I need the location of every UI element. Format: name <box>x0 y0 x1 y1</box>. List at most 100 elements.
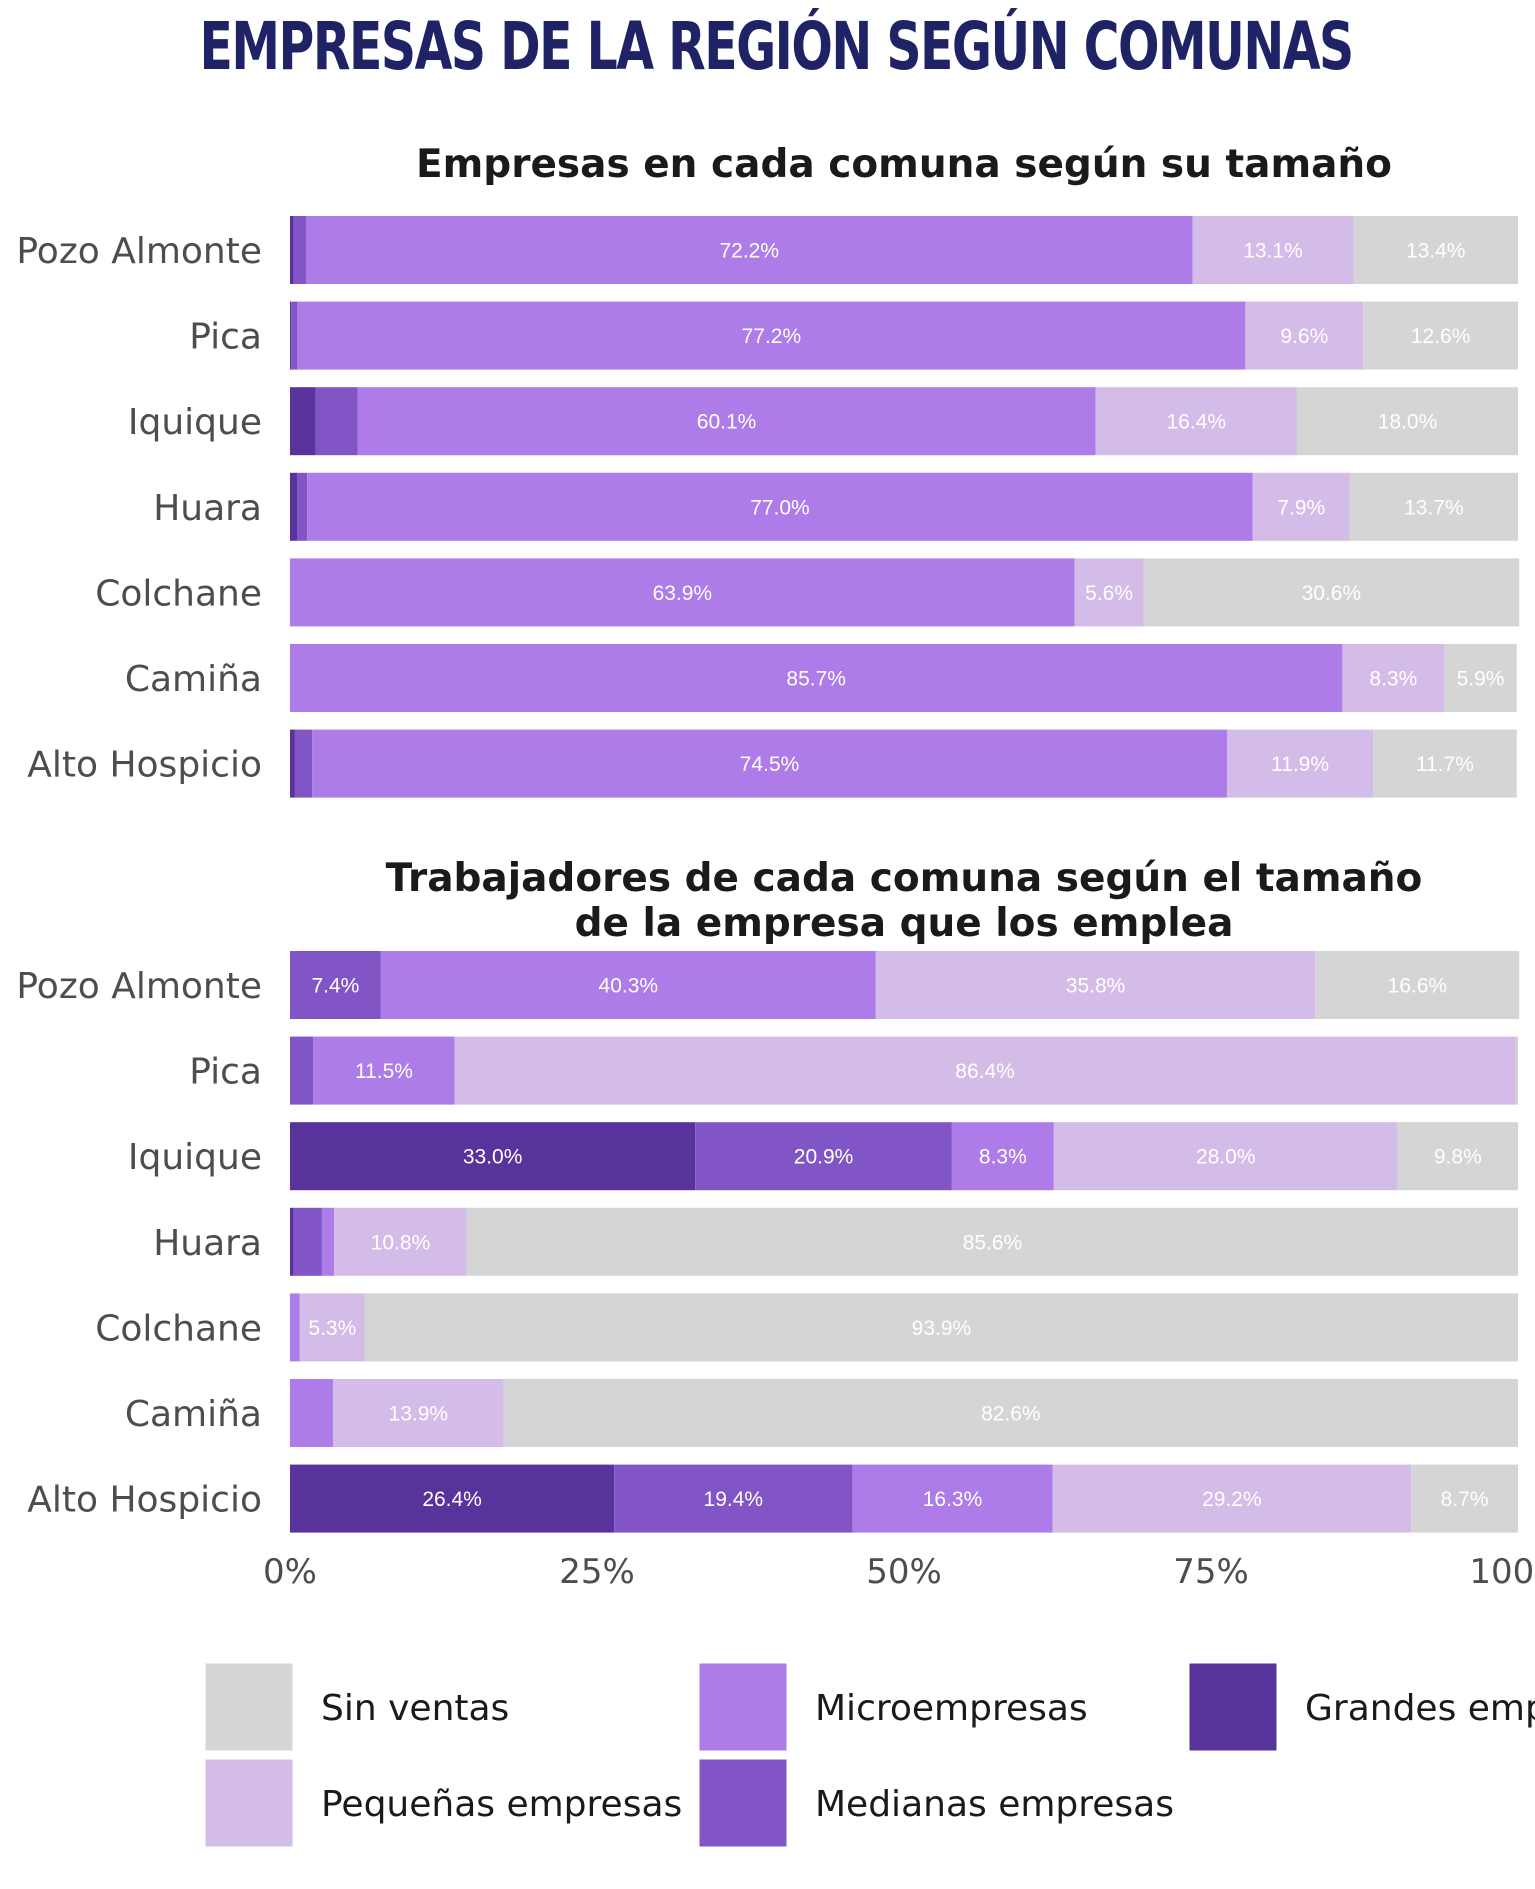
data-label: 85.7% <box>786 668 846 691</box>
bar-segment-microempresas <box>297 301 1246 370</box>
legend-swatch-pequenas-empresas <box>202 1756 296 1850</box>
panel-title: Trabajadores de cada comuna según el tam… <box>386 856 1423 901</box>
bar-segment-pequenas-empresas <box>1192 216 1354 284</box>
bar-segment-microempresas <box>380 951 876 1019</box>
bar-segment-pequenas-empresas <box>332 1379 504 1447</box>
bar-segment-sin-ventas <box>1397 1122 1518 1191</box>
bar-segment-pequenas-empresas <box>454 1036 1516 1105</box>
bar-segment-grandes-empresas <box>290 387 316 456</box>
data-label: 19.4% <box>704 1488 764 1511</box>
data-label: 10.8% <box>371 1231 431 1254</box>
data-label: 8.3% <box>979 1146 1027 1169</box>
data-label: 11.7% <box>1416 753 1474 776</box>
bar-segment-microempresas <box>290 644 1343 712</box>
legend-label: Medianas empresas <box>815 1784 1174 1825</box>
data-label: 82.6% <box>981 1403 1041 1426</box>
bar-segment-pequenas-empresas <box>1095 387 1297 456</box>
data-label: 16.6% <box>1388 975 1448 998</box>
bar-segment-pequenas-empresas <box>1252 472 1350 541</box>
data-label: 8.3% <box>1369 668 1417 691</box>
bar-segment-medianas-empresas <box>315 387 358 456</box>
data-label: 9.6% <box>1280 325 1328 348</box>
bar-segment-grandes-empresas <box>290 1464 615 1533</box>
bar-segment-microempresas <box>321 1207 335 1276</box>
data-label: 13.7% <box>1404 496 1464 519</box>
data-label: 9.8% <box>1434 1146 1482 1169</box>
category-label: Huara <box>153 488 262 529</box>
legend-label: Microempresas <box>815 1688 1088 1729</box>
category-label: Camiña <box>125 1394 262 1435</box>
x-tick-label: 0% <box>263 1552 317 1592</box>
category-label: Alto Hospicio <box>27 1480 262 1521</box>
legend-swatch-sin-ventas <box>202 1660 296 1754</box>
legend-swatch-grandes-empresas <box>1186 1660 1280 1754</box>
x-tick-label: 100% <box>1469 1552 1535 1592</box>
bar-segment-grandes-empresas <box>290 1122 696 1191</box>
bar-segment-microempresas <box>290 1293 300 1362</box>
bar-segment-sin-ventas <box>1515 1036 1518 1105</box>
bar-segment-pequenas-empresas <box>1342 644 1445 712</box>
bar-segment-sin-ventas <box>1373 729 1517 798</box>
bar-segment-sin-ventas <box>1349 472 1518 541</box>
bar-segment-microempresas <box>307 472 1253 541</box>
bar-segment-pequenas-empresas <box>1053 1122 1398 1191</box>
x-tick-label: 25% <box>559 1552 635 1592</box>
x-tick-label: 75% <box>1173 1552 1249 1592</box>
data-label: 77.2% <box>742 325 802 348</box>
bar-segment-microempresas <box>357 387 1096 456</box>
data-label: 28.0% <box>1196 1146 1256 1169</box>
bar-segment-grandes-empresas <box>290 729 295 798</box>
bar-segment-grandes-empresas <box>290 216 294 284</box>
data-label: 13.1% <box>1243 240 1303 263</box>
data-label: 85.6% <box>963 1231 1023 1254</box>
panel-empresas: Empresas en cada comuna según su tamaño P… <box>16 142 1520 798</box>
data-label: 40.3% <box>599 975 659 998</box>
data-label: 35.8% <box>1066 975 1126 998</box>
bar-segment-medianas-empresas <box>614 1464 853 1533</box>
bar-segment-microempresas <box>313 1036 455 1105</box>
category-label: Alto Hospicio <box>27 745 262 786</box>
panel-title: de la empresa que los emplea <box>575 901 1234 946</box>
legend-label: Grandes empr <box>1305 1688 1535 1729</box>
legend: Sin ventas Pequeñas empresas Microempresas… <box>202 1660 1535 1850</box>
bar-segment-pequenas-empresas <box>1226 729 1374 798</box>
category-label: Pica <box>189 1052 262 1093</box>
data-label: 60.1% <box>697 411 757 434</box>
bar-segment-medianas-empresas <box>297 472 308 541</box>
x-tick-label: 50% <box>866 1552 942 1592</box>
x-axis: 0% 25% 50% 75% 100% <box>263 1552 1535 1592</box>
data-label: 77.0% <box>750 496 810 519</box>
category-label: Pozo Almonte <box>16 966 262 1007</box>
legend-swatch-microempresas <box>696 1660 790 1754</box>
legend-label: Pequeñas empresas <box>321 1784 682 1825</box>
category-label: Pica <box>189 317 262 358</box>
main-title: EMPRESAS DE LA REGIÓN SEGÚN COMUNAS <box>199 8 1355 85</box>
bar-segment-sin-ventas <box>1315 951 1520 1019</box>
legend-swatch-medianas-empresas <box>696 1756 790 1850</box>
bar-segment-medianas-empresas <box>290 1036 314 1105</box>
data-label: 86.4% <box>955 1060 1015 1083</box>
bar-segment-grandes-empresas <box>290 472 298 541</box>
bar-segment-pequenas-empresas <box>1245 301 1364 370</box>
data-label: 30.6% <box>1302 582 1362 605</box>
bar-segment-medianas-empresas <box>293 216 306 284</box>
bar-segment-microempresas <box>290 558 1075 627</box>
bar-segment-sin-ventas <box>1444 644 1517 712</box>
bar-segment-microempresas <box>852 1464 1053 1533</box>
bar-segment-medianas-empresas <box>695 1122 952 1191</box>
bar-segment-sin-ventas <box>1411 1464 1518 1533</box>
category-label: Camiña <box>125 659 262 700</box>
bar-segment-medianas-empresas <box>291 301 298 370</box>
bar-segment-sin-ventas <box>466 1207 1518 1276</box>
bar-segment-pequenas-empresas <box>875 951 1316 1019</box>
data-label: 7.4% <box>311 975 359 998</box>
data-label: 5.6% <box>1085 582 1133 605</box>
data-label: 8.7% <box>1441 1488 1489 1511</box>
data-label: 16.3% <box>923 1488 983 1511</box>
bar-segment-sin-ventas <box>1363 301 1518 370</box>
category-label: Pozo Almonte <box>16 231 262 272</box>
bar-segment-grandes-empresas <box>290 301 292 370</box>
data-label: 72.2% <box>719 240 779 263</box>
data-label: 13.9% <box>389 1403 449 1426</box>
